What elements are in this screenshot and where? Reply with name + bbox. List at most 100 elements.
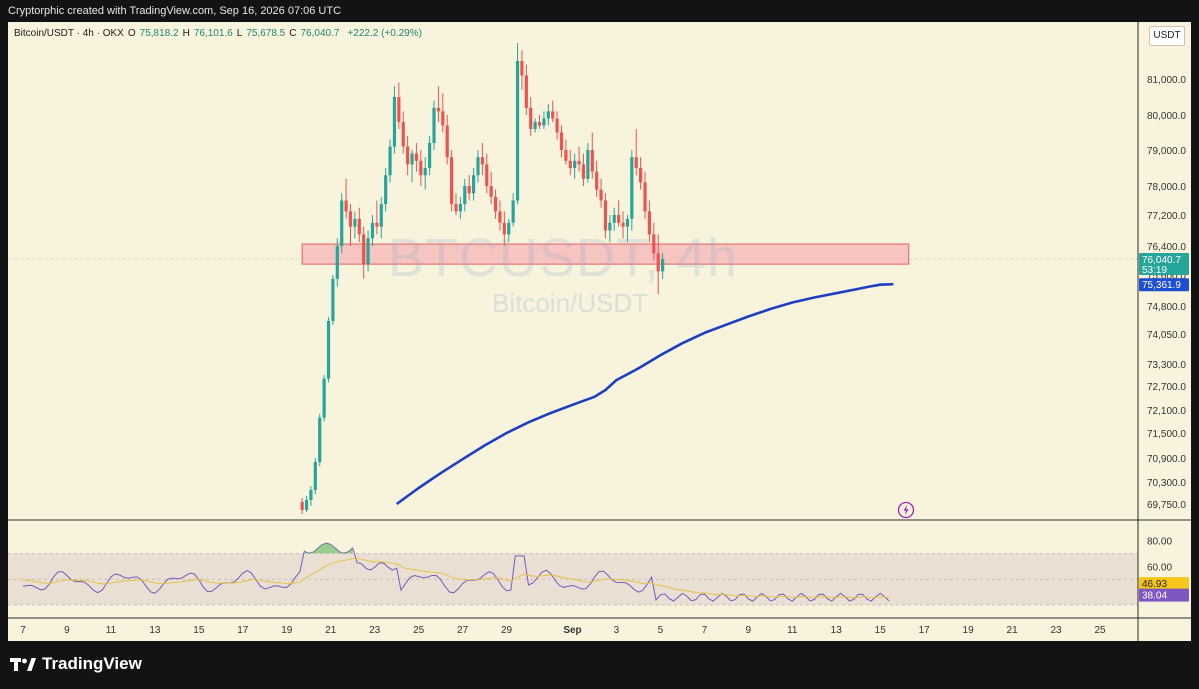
time-tick-label: 23 (1050, 625, 1062, 636)
time-tick-label: 13 (149, 625, 161, 636)
candle (559, 125, 564, 158)
candle-body (340, 200, 344, 246)
legend-close-label: C (289, 28, 297, 39)
time-tick-label: 5 (658, 625, 664, 636)
candle (331, 275, 335, 325)
candle-body (318, 417, 322, 462)
candle-body (568, 160, 572, 168)
candle (573, 153, 577, 179)
candle-body (652, 234, 656, 254)
candle-body (467, 186, 471, 194)
candle-body (366, 238, 370, 265)
candle (515, 43, 520, 205)
rsi-overbought-fill (304, 543, 353, 554)
lightning-icon[interactable] (897, 501, 915, 519)
candle (485, 153, 489, 194)
candle (410, 150, 414, 183)
candle (388, 139, 392, 183)
candle-body (643, 182, 647, 212)
candle (419, 150, 423, 186)
candle-body (436, 107, 441, 112)
candle-body (489, 186, 493, 197)
candle-body (590, 150, 594, 172)
candle (590, 132, 594, 179)
price-tick-label: 70,900.0 (1147, 454, 1186, 465)
candle-body (423, 168, 427, 176)
chart-frame[interactable]: 80.00 60.00 81,000.0 80,000.0 79,000.0 78,00… (8, 22, 1191, 641)
candle (612, 207, 616, 231)
candle (392, 86, 397, 154)
candle-body (480, 157, 484, 165)
tradingview-logo[interactable]: TradingView (10, 654, 142, 674)
time-tick-label: 9 (64, 625, 70, 636)
candle-body (564, 150, 568, 161)
candle (348, 204, 353, 246)
candle (656, 234, 660, 295)
candle-body (445, 125, 449, 158)
currency-selector[interactable]: USDT (1149, 26, 1185, 46)
ma-price-badge: 75,361.9 (1139, 278, 1189, 292)
rsi-ma-badge-bg (1139, 577, 1189, 591)
price-tick-label: 73,300.0 (1147, 360, 1186, 371)
candle (445, 115, 449, 165)
time-tick-label: 23 (369, 625, 381, 636)
candle (652, 222, 656, 261)
time-tick-label: 11 (787, 625, 798, 636)
time-tick-label: 11 (106, 625, 117, 636)
price-tick-label: 74,050.0 (1147, 330, 1186, 341)
resistance-zone (301, 243, 910, 265)
candle (450, 150, 454, 212)
candle (595, 160, 599, 197)
candle (551, 100, 555, 122)
candle-body (331, 278, 335, 321)
rsi-tick-label: 80.00 (1147, 536, 1172, 547)
candle-body (357, 218, 361, 235)
rsi-value-badge-bg (1139, 588, 1189, 602)
candle-body (353, 218, 357, 227)
candle (335, 238, 339, 287)
candle (471, 168, 476, 201)
candle-body (335, 246, 339, 279)
candle-body (322, 378, 326, 418)
time-tick-label: 7 (702, 625, 708, 636)
candle (507, 218, 511, 243)
candle-body (639, 168, 643, 183)
candle (599, 178, 603, 208)
price-chart[interactable]: 80.00 60.00 81,000.0 80,000.0 79,000.0 78,00… (8, 22, 1191, 641)
candle-body (370, 222, 375, 239)
watermark-ticker: BTCUSDT, 4h (388, 228, 739, 288)
candle (568, 150, 572, 176)
price-tick-label: 69,750.0 (1147, 500, 1186, 511)
price-tick-label: 72,700.0 (1147, 382, 1186, 393)
candle-body (529, 107, 533, 129)
candle (511, 193, 515, 227)
price-tick-label: 80,000.0 (1147, 111, 1186, 122)
candle-body (595, 171, 599, 190)
candle-body (498, 211, 502, 223)
tradingview-logo-text: TradingView (42, 654, 142, 673)
candle-body (559, 132, 564, 150)
candle-body (458, 204, 462, 212)
candle-body (586, 150, 590, 179)
candle-body (507, 222, 511, 235)
legend-low-label: L (236, 28, 243, 39)
candle-body (511, 200, 515, 223)
candle-body (661, 259, 665, 272)
rsi-value-badge: 38.04 (1139, 588, 1189, 602)
candle-body (348, 211, 353, 227)
candle (639, 157, 643, 190)
candle-body (555, 118, 559, 133)
time-tick-label: 15 (875, 625, 887, 636)
candle (357, 207, 361, 243)
candle-body (414, 153, 419, 161)
time-tick-label: 21 (325, 625, 337, 636)
candle (436, 86, 441, 122)
candle-body (603, 200, 608, 231)
candle (406, 136, 410, 176)
candle (498, 200, 502, 231)
candle-body (621, 222, 625, 227)
candle-body (300, 502, 304, 510)
candle-body (450, 157, 454, 205)
candle (370, 215, 375, 246)
